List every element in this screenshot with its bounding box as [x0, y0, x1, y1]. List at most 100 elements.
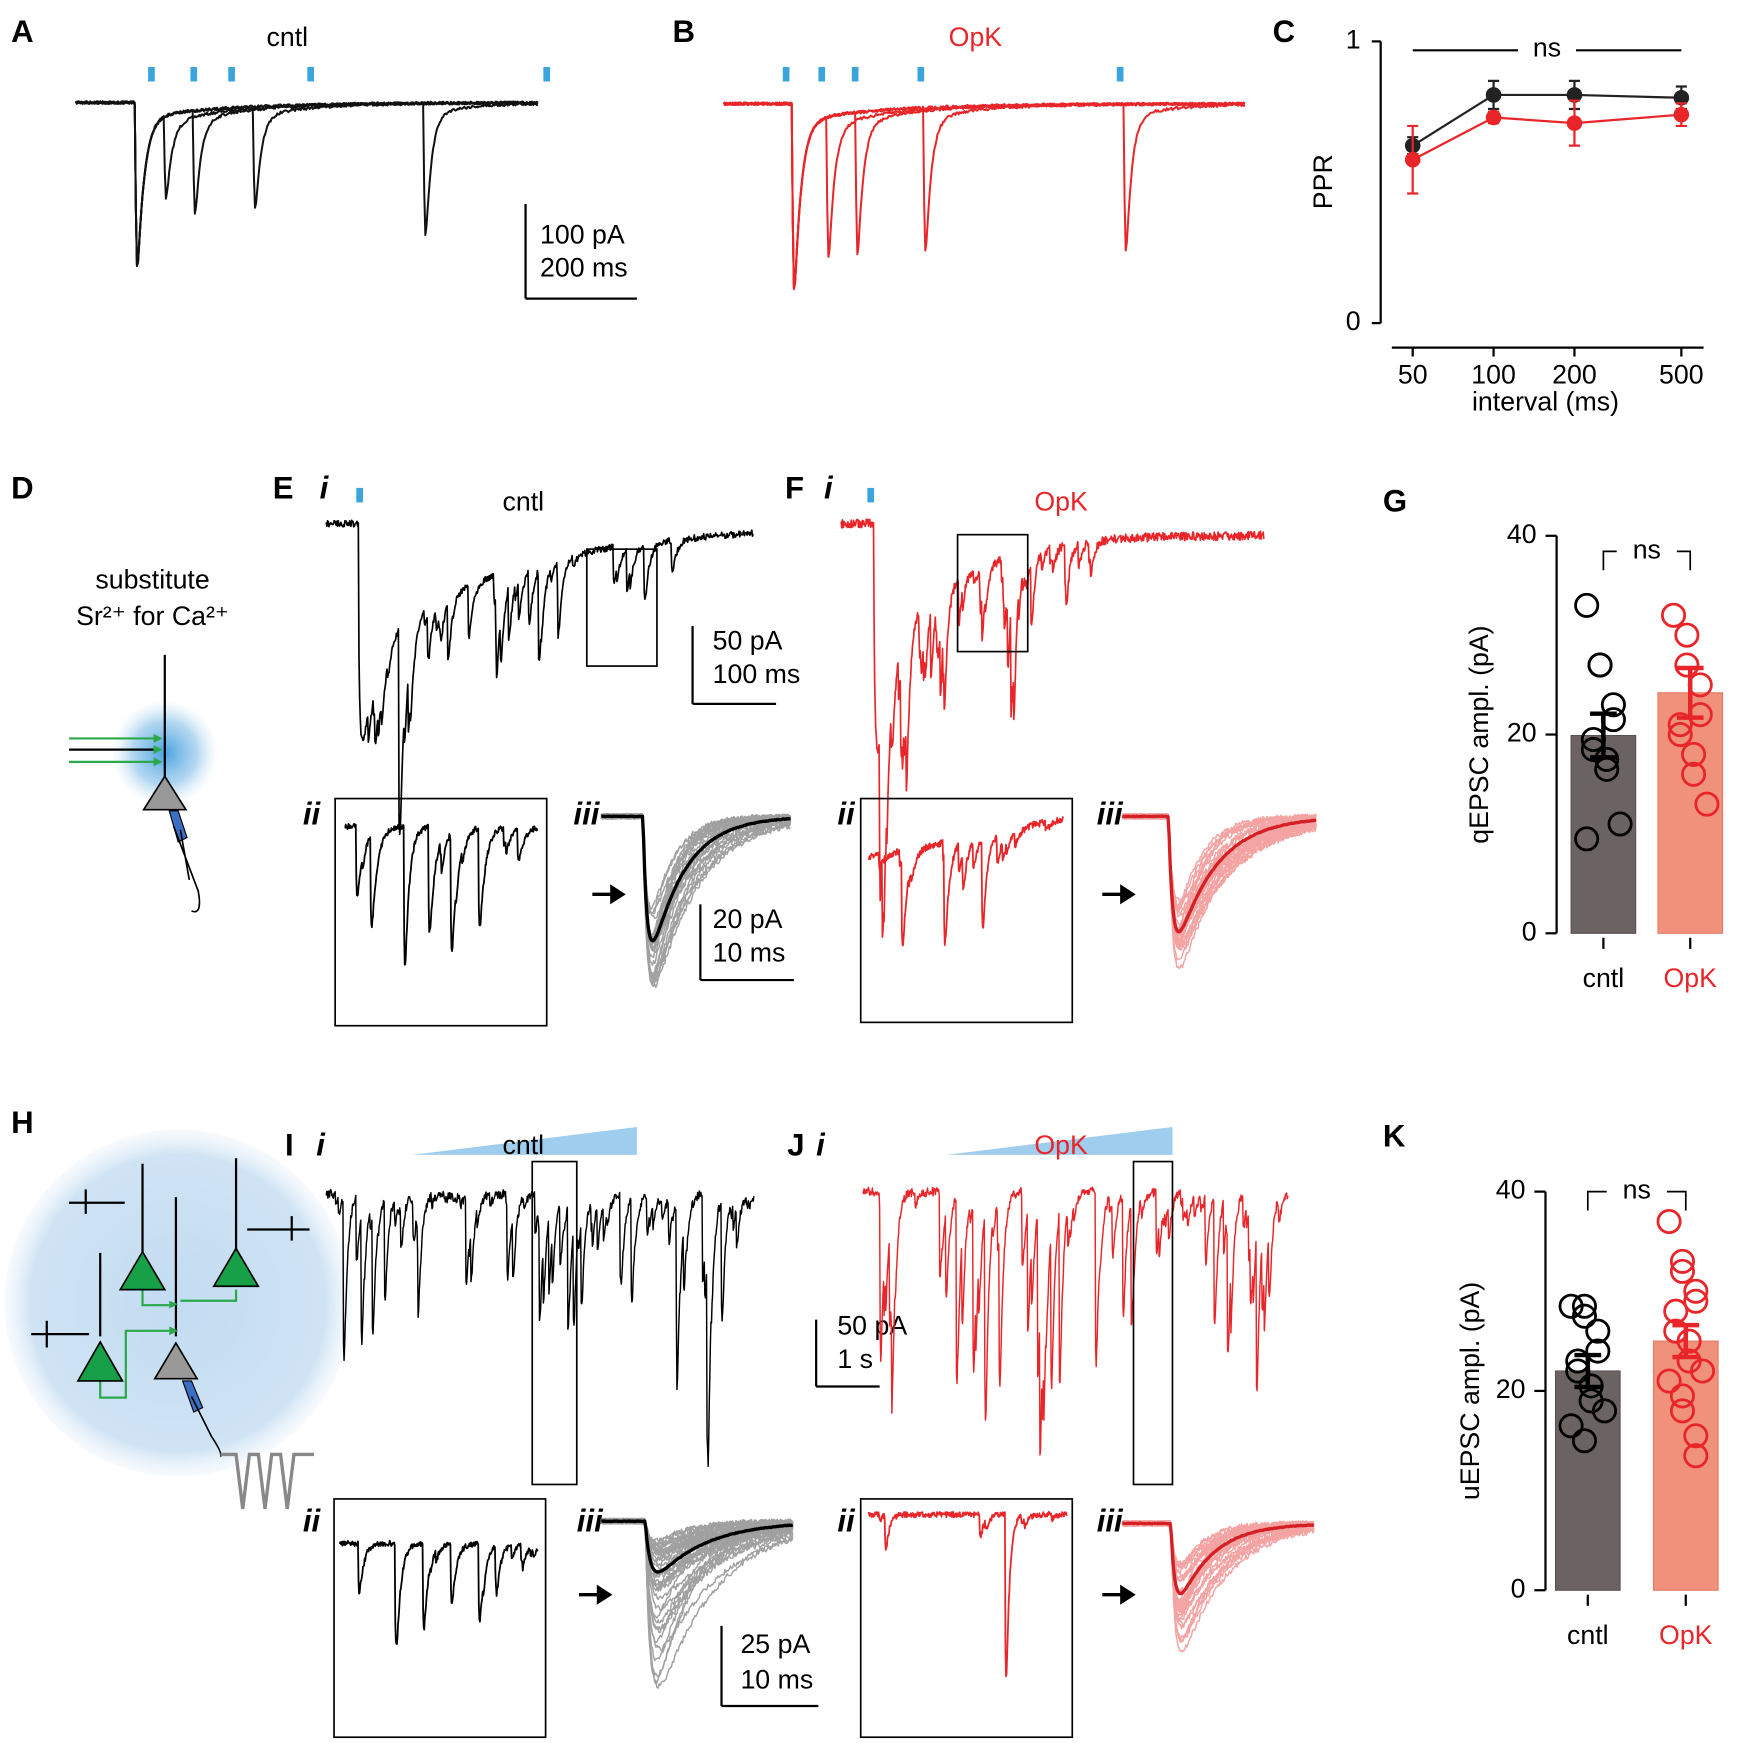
light-pulse [190, 67, 198, 82]
scale-bar-label: 1 s [837, 1344, 873, 1374]
sub-label: ii [303, 797, 322, 832]
sub-label: iii [1097, 1504, 1124, 1539]
panel-label: E [273, 470, 294, 505]
scale-bar-label: 20 pA [713, 904, 783, 934]
zoom-box [859, 797, 1074, 1024]
y-tick-label: 20 [1507, 718, 1537, 748]
data-point [1585, 1318, 1611, 1344]
light-pulse [228, 67, 235, 82]
error-bar [1574, 1352, 1602, 1390]
diagram-d [69, 654, 219, 913]
data-point [1676, 1328, 1702, 1354]
panel-title: OpK [1034, 487, 1088, 517]
scale-bar-label: 25 pA [740, 1629, 810, 1659]
trace [75, 100, 539, 268]
x-tick-label: 200 [1552, 360, 1597, 390]
scale-bar-label: 10 ms [740, 1665, 813, 1695]
trace [1121, 1521, 1315, 1596]
data-point [1674, 652, 1700, 678]
data-point [1485, 87, 1502, 103]
panel-label: K [1383, 1118, 1406, 1153]
series-line [1412, 113, 1682, 161]
data-point [1558, 1413, 1584, 1439]
trace [74, 100, 539, 266]
trace [867, 1510, 1068, 1678]
trace [722, 101, 1246, 288]
data-point [1571, 1428, 1597, 1454]
zoom-box [859, 1498, 1074, 1739]
series-line [1412, 93, 1682, 147]
light-pulse [148, 67, 155, 82]
light-pulse [307, 67, 314, 82]
scale-bar [699, 904, 794, 982]
panel-label: C [1273, 14, 1296, 49]
data-point [1683, 1288, 1709, 1314]
arrow [596, 1584, 613, 1605]
data-point [1673, 89, 1690, 106]
annotation: ns [1633, 534, 1661, 564]
scale-bar [815, 1319, 880, 1388]
trace [862, 1186, 1289, 1456]
data-point [1591, 1398, 1618, 1424]
y-axis-label: PPR [1308, 154, 1338, 209]
zoom-box [956, 533, 1029, 653]
sub-label: ii [837, 797, 856, 832]
data-point [1566, 87, 1583, 103]
y-tick-label: 40 [1507, 519, 1537, 549]
y-tick-label: 1 [1346, 24, 1361, 54]
annotation: ns [1533, 32, 1561, 62]
panel-label: I [285, 1127, 294, 1162]
sub-label: i [816, 1127, 826, 1162]
scale-bar [524, 203, 637, 300]
data-point [1663, 1298, 1689, 1324]
sub-label: ii [303, 1504, 322, 1539]
data-point [1571, 1293, 1597, 1319]
arrow [610, 884, 626, 905]
error-bar [1676, 665, 1704, 720]
zoom-box [585, 548, 658, 667]
trace [867, 816, 1065, 947]
panel-title: cntl [266, 22, 308, 52]
light-pulse [917, 67, 925, 82]
trace [325, 1189, 755, 1468]
panel-title: cntl [503, 487, 545, 517]
y-axis-label: qEPSC ampl. (pA) [1464, 625, 1494, 843]
data-point [1607, 811, 1633, 837]
trace [600, 1519, 794, 1574]
sub-label: ii [837, 1504, 856, 1539]
panel-label: A [11, 14, 34, 49]
x-tick-label: cntl [1583, 963, 1625, 993]
scale-bar-label: 200 ms [540, 253, 628, 283]
panel-label: G [1383, 484, 1407, 519]
diagram-h [4, 1129, 352, 1510]
arrow [1120, 884, 1136, 905]
data-point [1681, 761, 1707, 787]
x-tick-label: 50 [1398, 360, 1428, 390]
significance-bracket [1586, 1190, 1687, 1211]
data-point [1669, 1383, 1695, 1409]
x-tick-label: cntl [1567, 1620, 1609, 1650]
data-point [1683, 1423, 1709, 1449]
data-point [1667, 722, 1693, 748]
scale-bar [720, 1625, 819, 1708]
light-pulse [818, 67, 826, 82]
data-point [1669, 1248, 1695, 1274]
x-tick-label: 500 [1659, 360, 1704, 390]
data-point [1661, 602, 1687, 628]
light-pulse [543, 67, 551, 82]
y-tick-label: 0 [1511, 1573, 1526, 1603]
scale-bar-label: 100 ms [713, 659, 801, 689]
data-point [1673, 106, 1690, 123]
light-pulse [867, 487, 875, 503]
trace [1121, 814, 1317, 934]
trace [722, 101, 1246, 291]
light-pulse [1116, 67, 1124, 82]
panel-label: H [11, 1105, 34, 1140]
data-point [1574, 826, 1600, 852]
trace [344, 822, 539, 966]
data-point [1683, 1443, 1709, 1469]
scale-bar-label: 50 pA [837, 1311, 907, 1341]
trace [722, 101, 1246, 290]
data-point [1681, 741, 1707, 767]
